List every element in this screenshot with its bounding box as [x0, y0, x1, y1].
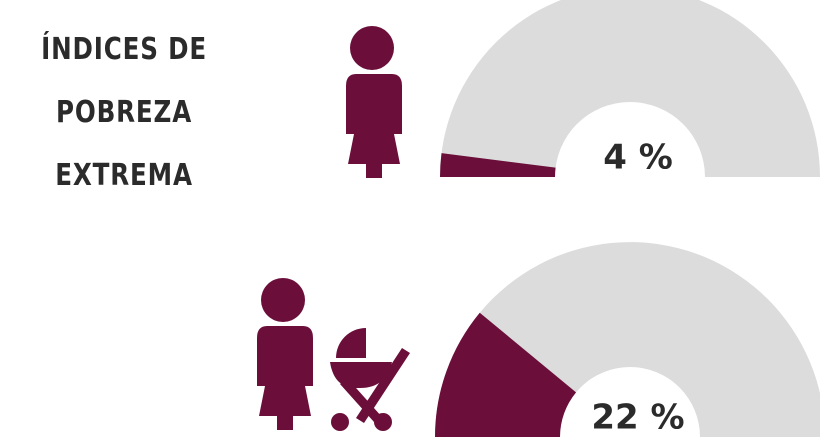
woman-icon: [346, 26, 402, 178]
icons: [257, 26, 410, 431]
chart-title: ÍNDICES DE POBREZA EXTREMA: [41, 32, 207, 193]
woman-icon: [257, 278, 313, 430]
value-label: 22 %: [591, 398, 684, 438]
value-label: 4 %: [603, 138, 673, 178]
gauge-track: [440, 0, 820, 177]
stroller-icon: [330, 328, 410, 431]
gauge-value: [435, 312, 577, 437]
gauge-value: [440, 153, 556, 177]
